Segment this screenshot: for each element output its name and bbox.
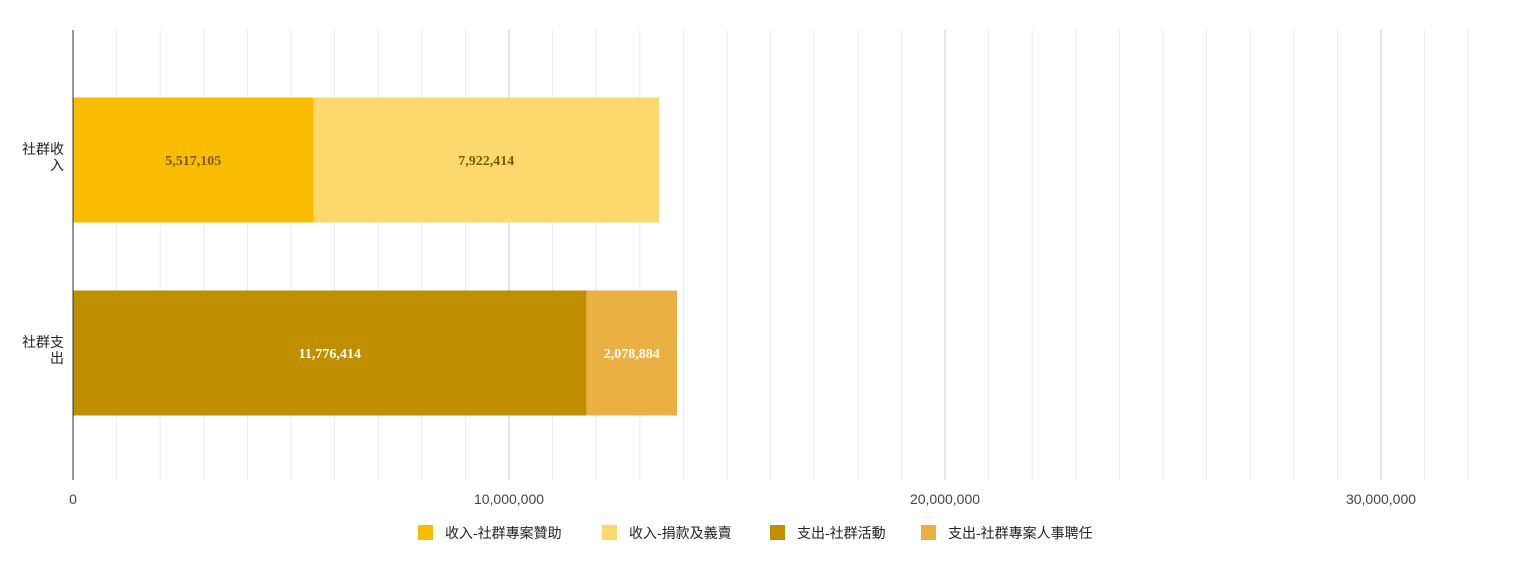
x-tick-label: 30,000,000: [1346, 491, 1416, 507]
x-tick-label: 10,000,000: [474, 491, 544, 507]
bar-segment: [586, 290, 678, 416]
bars: [73, 97, 678, 416]
data-label: 5,517,105: [165, 154, 221, 169]
x-tick-label: 20,000,000: [910, 491, 980, 507]
bar-segment: [73, 97, 314, 223]
legend-swatch: [921, 525, 936, 540]
data-label: 11,776,414: [299, 347, 361, 362]
data-label: 2,078,884: [604, 347, 660, 362]
legend-item[interactable]: 收入-社群專案贊助: [418, 525, 562, 541]
legend-item[interactable]: 支出-社群專案人事聘任: [921, 525, 1093, 541]
legend-label: 收入-社群專案贊助: [445, 525, 562, 541]
category-label: 社群支出: [22, 334, 64, 366]
bar-segment: [313, 97, 659, 223]
legend-label: 支出-社群活動: [797, 525, 886, 541]
legend: 收入-社群專案贊助 收入-捐款及義賣 支出-社群活動 支出-社群專案人事聘任: [418, 525, 1093, 541]
legend-label: 收入-捐款及義賣: [629, 525, 732, 541]
legend-swatch: [418, 525, 433, 540]
legend-swatch: [602, 525, 617, 540]
legend-item[interactable]: 支出-社群活動: [770, 525, 886, 541]
legend-item[interactable]: 收入-捐款及義賣: [602, 525, 732, 541]
bar-segment: [73, 290, 587, 416]
legend-swatch: [770, 525, 785, 540]
data-label: 7,922,414: [458, 154, 514, 169]
data-labels: 5,517,105 7,922,414 11,776,414 2,078,884: [165, 154, 659, 362]
category-label: 社群收入: [22, 141, 64, 173]
x-axis-ticks: 0 10,000,000 20,000,000 30,000,000: [69, 491, 1416, 507]
legend-label: 支出-社群專案人事聘任: [948, 525, 1093, 541]
x-tick-label: 0: [69, 491, 77, 507]
